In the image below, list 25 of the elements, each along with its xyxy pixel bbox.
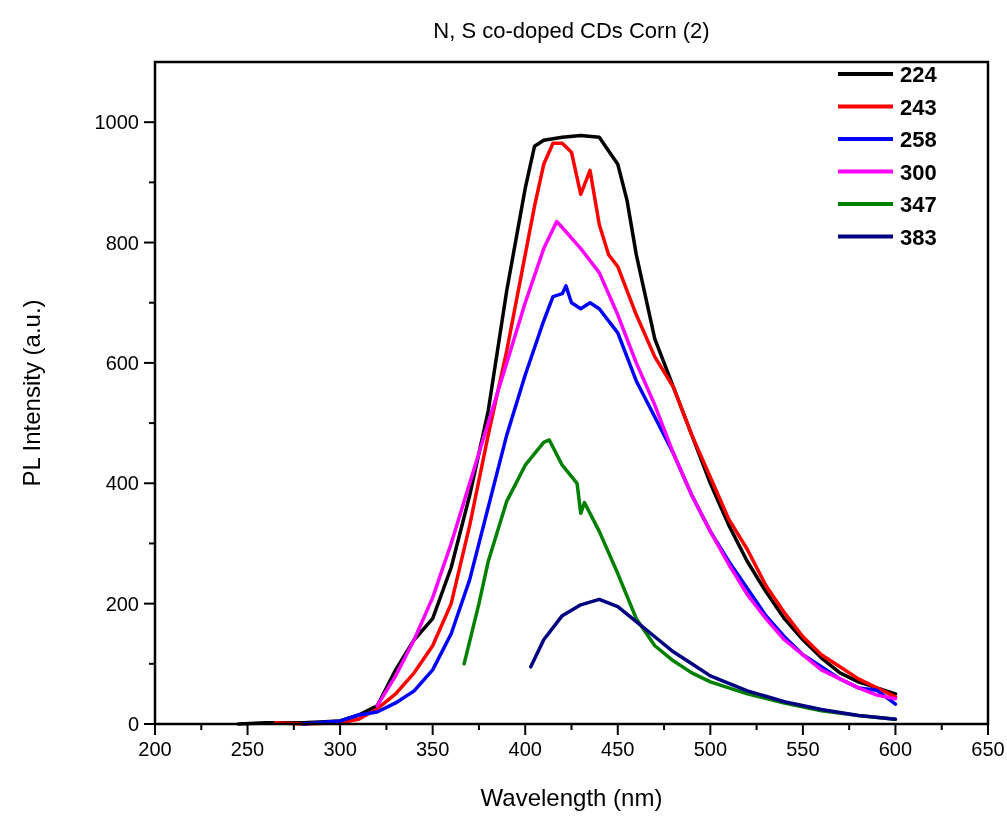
y-tick-label: 600 — [105, 351, 139, 374]
y-axis-title: PL Intensity (a.u.) — [18, 299, 45, 487]
legend-label: 347 — [900, 192, 937, 217]
y-tick-label: 200 — [105, 592, 139, 615]
x-tick-label: 400 — [508, 738, 542, 760]
y-tick-label: 400 — [105, 472, 139, 495]
x-axis-title: Wavelength (nm) — [480, 784, 663, 811]
x-tick-label: 650 — [971, 738, 1005, 760]
legend-label: 243 — [900, 94, 937, 120]
chart-title: N, S co-doped CDs Corn (2) — [433, 18, 710, 43]
x-tick-label: 600 — [878, 738, 913, 760]
x-tick-label: 300 — [323, 738, 357, 760]
x-tick-label: 450 — [601, 738, 635, 760]
legend-label: 300 — [900, 159, 937, 185]
x-tick-label: 550 — [786, 738, 820, 760]
legend-label: 383 — [900, 224, 937, 250]
y-tick-label: 0 — [127, 713, 139, 735]
x-tick-label: 500 — [693, 738, 728, 760]
legend-label: 258 — [900, 127, 937, 152]
x-tick-label: 250 — [230, 738, 265, 760]
y-tick-label: 1000 — [94, 111, 139, 134]
legend-label: 224 — [900, 62, 938, 87]
y-tick-label: 800 — [105, 231, 139, 254]
x-tick-label: 350 — [415, 738, 450, 760]
x-tick-label: 200 — [138, 738, 172, 760]
